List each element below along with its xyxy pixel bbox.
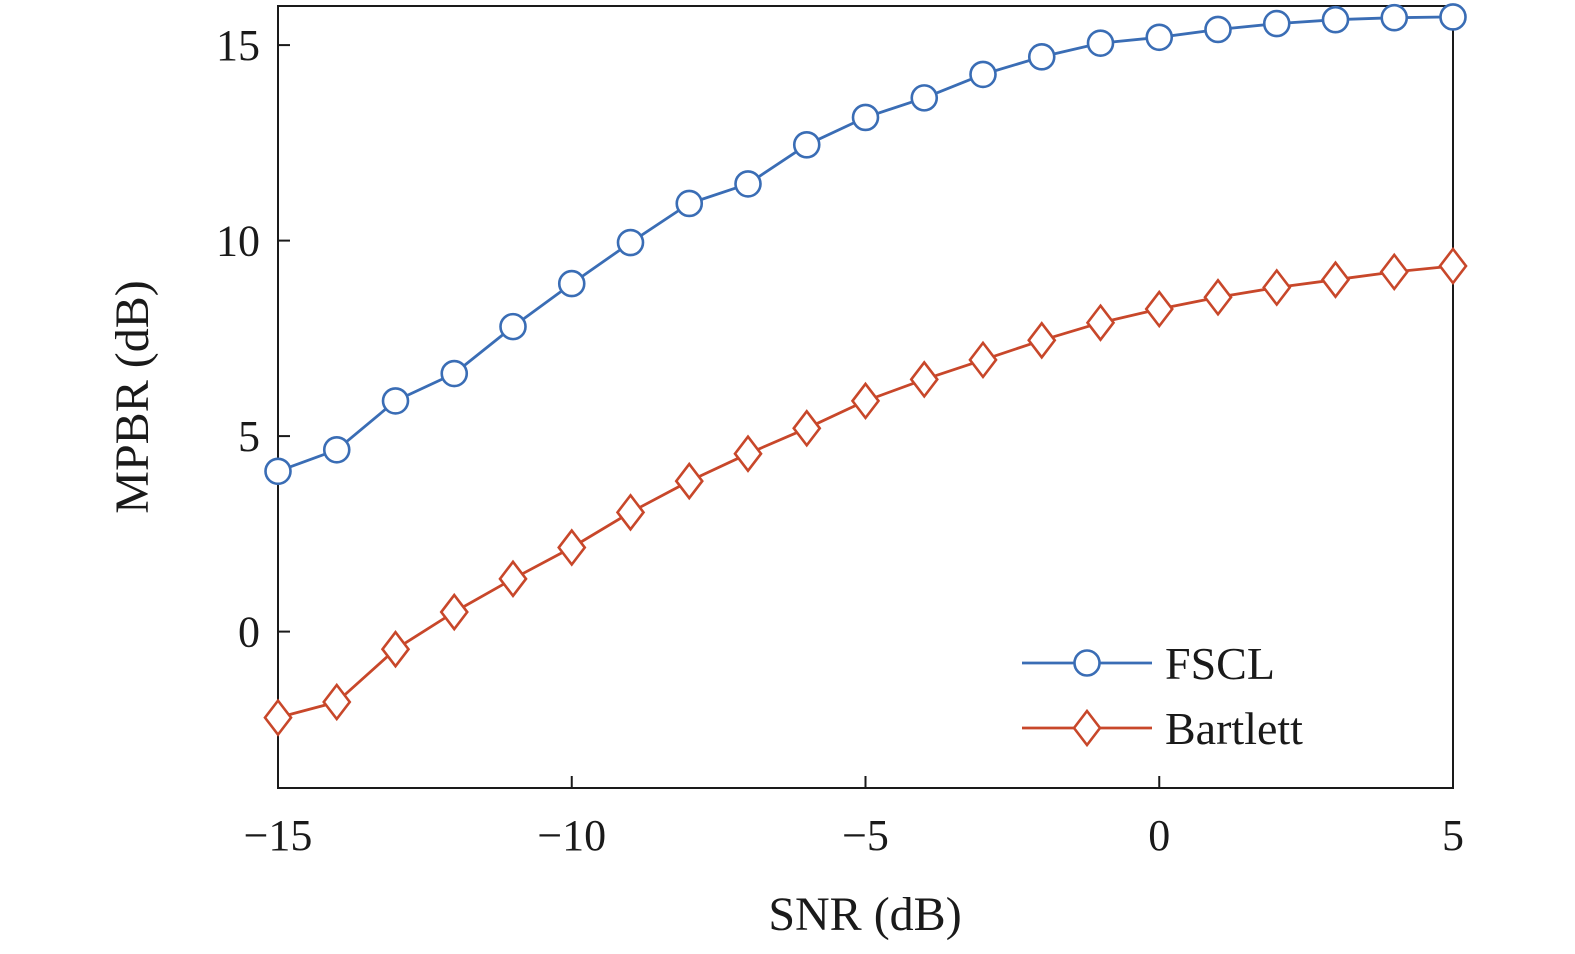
y-axis-ticks: 0 5 10 15 (216, 21, 290, 657)
legend-marker (1072, 708, 1102, 748)
data-point-bartlett (1203, 278, 1233, 317)
data-point-fscl (381, 387, 410, 415)
data-point-bartlett (439, 592, 469, 632)
data-point-fscl (1145, 23, 1174, 52)
x-tick-label: −15 (244, 811, 313, 860)
data-point-fscl (1380, 3, 1409, 32)
data-point-fscl (851, 103, 880, 132)
data-point-fscl (910, 84, 939, 112)
data-point-fscl (675, 189, 704, 218)
data-point-fscl (1321, 5, 1350, 34)
data-point-fscl (1262, 9, 1291, 38)
legend: FSCL Bartlett (1022, 638, 1303, 754)
data-point-bartlett (1027, 321, 1057, 360)
data-point-bartlett (498, 559, 528, 598)
y-tick-label: 10 (216, 217, 260, 266)
data-point-fscl (1086, 29, 1115, 57)
data-point-bartlett (1085, 303, 1116, 342)
legend-item-bartlett: Bartlett (1022, 703, 1303, 754)
data-point-fscl (1204, 15, 1232, 44)
y-axis-label: MPBR (dB) (106, 280, 159, 513)
x-axis-label: SNR (dB) (768, 888, 961, 941)
series-bartlett (263, 246, 1468, 737)
data-point-bartlett (909, 360, 939, 399)
data-point-bartlett (850, 381, 881, 421)
data-point-fscl (499, 312, 527, 341)
legend-item-fscl: FSCL (1022, 638, 1275, 689)
data-point-fscl (264, 457, 292, 486)
data-point-bartlett (1320, 260, 1351, 299)
data-point-fscl (1027, 43, 1056, 71)
legend-label: FSCL (1165, 638, 1275, 689)
data-point-fscl (322, 435, 351, 464)
data-point-bartlett (792, 409, 822, 448)
data-point-bartlett (615, 493, 646, 532)
data-point-fscl (969, 60, 997, 89)
data-point-bartlett (1144, 289, 1174, 329)
data-point-bartlett (380, 630, 411, 669)
data-point-bartlett (557, 528, 587, 567)
legend-marker (1073, 649, 1101, 677)
data-point-fscl (734, 170, 762, 198)
legend-label: Bartlett (1165, 703, 1303, 754)
data-point-fscl (616, 228, 645, 257)
y-tick-label: 5 (238, 412, 260, 461)
x-tick-label: −10 (537, 811, 606, 860)
data-point-fscl (557, 269, 586, 298)
series-layer (263, 3, 1468, 737)
data-point-bartlett (1262, 268, 1292, 307)
series-line-bartlett (277, 264, 1454, 719)
data-point-fscl (792, 131, 821, 159)
data-point-bartlett (322, 682, 352, 722)
data-point-bartlett (733, 434, 763, 473)
y-tick-label: 15 (216, 21, 260, 70)
x-tick-label: 5 (1442, 811, 1464, 860)
data-point-bartlett (1379, 252, 1409, 292)
x-tick-label: −5 (842, 811, 889, 860)
series-fscl (264, 3, 1467, 486)
data-point-fscl (440, 359, 469, 388)
data-point-bartlett (263, 698, 293, 737)
x-tick-label: 0 (1148, 811, 1170, 860)
data-point-bartlett (1438, 246, 1468, 286)
data-point-fscl (1439, 3, 1467, 31)
data-point-bartlett (674, 461, 704, 501)
data-point-bartlett (968, 340, 998, 379)
x-axis-ticks: −15 −10 −5 0 5 (244, 776, 1464, 860)
y-tick-label: 0 (238, 608, 260, 657)
